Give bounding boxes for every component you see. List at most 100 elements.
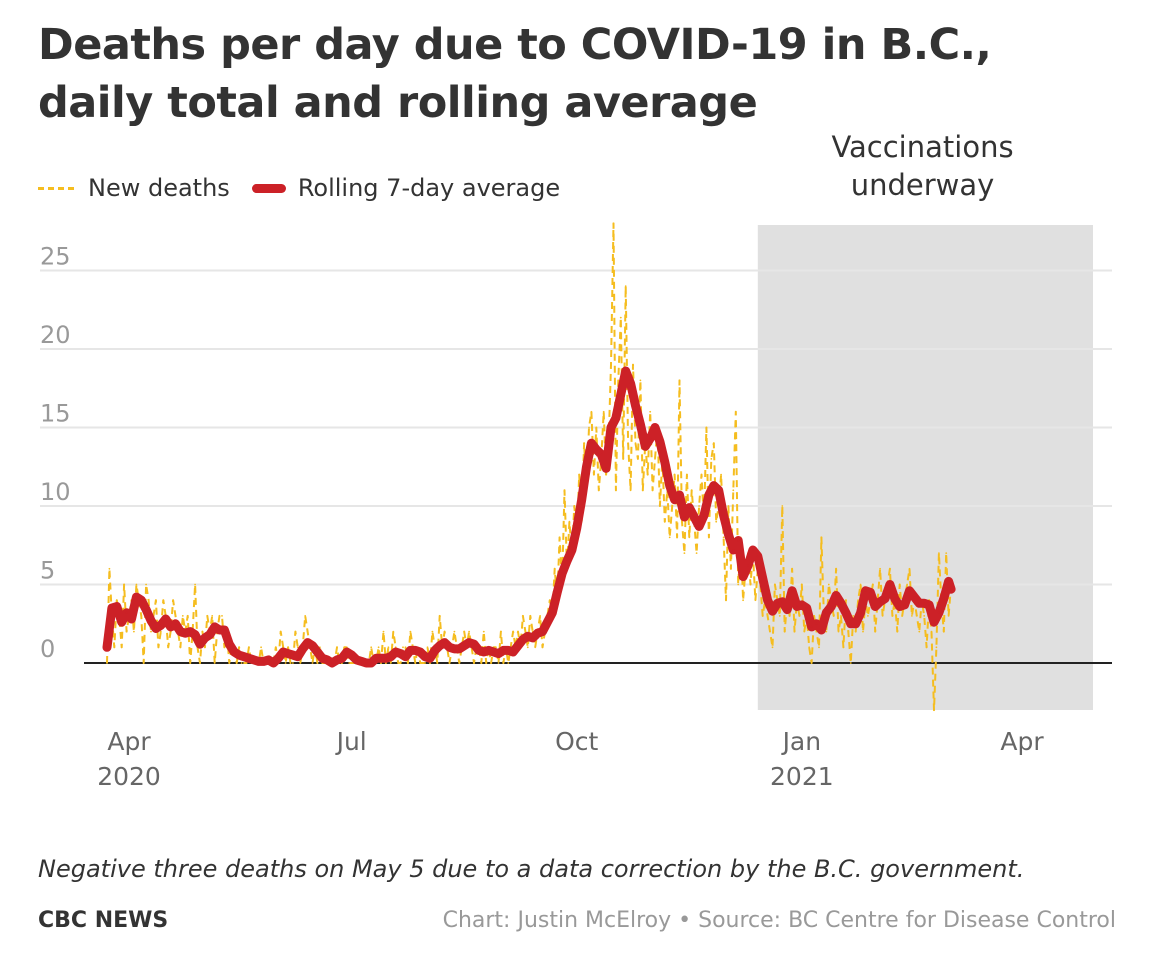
point-new-deaths <box>879 567 881 570</box>
point-new-deaths <box>874 630 877 633</box>
point-new-deaths <box>343 646 346 649</box>
point-rolling-average <box>482 651 485 653</box>
point-rolling-average <box>110 607 113 609</box>
point-rolling-average <box>370 662 373 664</box>
point-new-deaths <box>705 426 708 429</box>
series-line-new-deaths <box>106 222 953 712</box>
point-rolling-average <box>184 632 187 635</box>
point-rolling-average <box>707 494 710 496</box>
point-rolling-average <box>282 651 285 653</box>
point-new-deaths <box>284 662 287 664</box>
point-new-deaths <box>529 615 532 617</box>
point-new-deaths <box>480 662 483 664</box>
point-new-deaths <box>857 599 859 602</box>
point-rolling-average <box>698 525 701 528</box>
point-new-deaths <box>448 662 451 664</box>
point-new-deaths <box>605 473 607 476</box>
point-new-deaths <box>336 646 338 649</box>
point-rolling-average <box>517 644 519 647</box>
point-rolling-average <box>658 440 661 443</box>
point-new-deaths <box>593 473 595 476</box>
point-new-deaths <box>389 662 392 664</box>
point-rolling-average <box>561 572 564 575</box>
point-rolling-average <box>884 597 886 600</box>
point-new-deaths <box>781 505 784 507</box>
point-new-deaths <box>512 630 514 633</box>
point-new-deaths <box>911 615 913 617</box>
point-new-deaths <box>421 662 424 664</box>
point-rolling-average <box>781 600 784 603</box>
point-new-deaths <box>800 583 803 586</box>
point-rolling-average <box>796 605 798 608</box>
point-new-deaths <box>722 536 725 539</box>
point-new-deaths <box>223 646 226 649</box>
point-new-deaths <box>235 662 238 664</box>
point-new-deaths <box>769 630 771 633</box>
point-new-deaths <box>754 599 757 602</box>
point-new-deaths <box>742 599 744 602</box>
point-rolling-average <box>115 605 118 608</box>
point-rolling-average <box>947 580 950 583</box>
point-rolling-average <box>291 654 294 657</box>
point-new-deaths <box>793 630 796 633</box>
point-new-deaths <box>497 662 500 664</box>
point-new-deaths <box>837 630 840 633</box>
point-rolling-average <box>950 588 953 591</box>
point-new-deaths <box>507 662 510 664</box>
point-rolling-average <box>551 611 554 614</box>
point-rolling-average <box>678 494 681 496</box>
point-rolling-average <box>668 484 671 487</box>
point-rolling-average <box>228 643 231 646</box>
point-new-deaths <box>522 615 524 617</box>
point-rolling-average <box>800 603 803 606</box>
point-new-deaths <box>431 630 434 633</box>
point-rolling-average <box>316 651 319 653</box>
point-new-deaths <box>602 410 605 413</box>
point-rolling-average <box>340 657 343 660</box>
point-new-deaths <box>629 489 632 492</box>
point-new-deaths <box>287 646 289 649</box>
point-new-deaths <box>915 615 918 617</box>
point-rolling-average <box>893 597 896 600</box>
point-rolling-average <box>815 622 818 625</box>
point-new-deaths <box>654 458 656 460</box>
point-rolling-average <box>233 651 236 653</box>
point-rolling-average <box>610 426 612 429</box>
point-rolling-average <box>546 621 549 624</box>
y-tick-label-25: 25 <box>40 243 71 271</box>
point-rolling-average <box>257 660 260 663</box>
point-rolling-average <box>189 630 192 633</box>
point-new-deaths <box>145 583 148 586</box>
point-new-deaths <box>938 552 940 554</box>
point-rolling-average <box>409 649 412 652</box>
point-rolling-average <box>306 641 309 644</box>
point-new-deaths <box>923 615 926 617</box>
point-new-deaths <box>930 630 933 633</box>
point-new-deaths <box>399 662 402 664</box>
point-rolling-average <box>649 437 652 440</box>
point-rolling-average <box>624 370 627 372</box>
point-rolling-average <box>135 596 138 599</box>
point-new-deaths <box>634 442 637 445</box>
point-new-deaths <box>813 615 815 617</box>
point-rolling-average <box>419 651 422 653</box>
point-new-deaths <box>918 630 921 633</box>
point-new-deaths <box>113 646 116 649</box>
point-new-deaths <box>889 567 891 570</box>
point-new-deaths <box>671 505 674 507</box>
point-new-deaths <box>778 615 781 617</box>
point-rolling-average <box>918 602 921 605</box>
point-rolling-average <box>737 539 740 542</box>
point-new-deaths <box>825 630 828 633</box>
point-rolling-average <box>639 423 642 426</box>
point-rolling-average <box>580 498 583 501</box>
point-rolling-average <box>722 514 725 517</box>
point-rolling-average <box>150 619 152 622</box>
point-new-deaths <box>615 489 617 492</box>
point-rolling-average <box>326 658 329 661</box>
point-new-deaths <box>695 552 698 554</box>
point-rolling-average <box>869 591 872 594</box>
point-rolling-average <box>208 633 211 636</box>
point-new-deaths <box>612 222 615 225</box>
